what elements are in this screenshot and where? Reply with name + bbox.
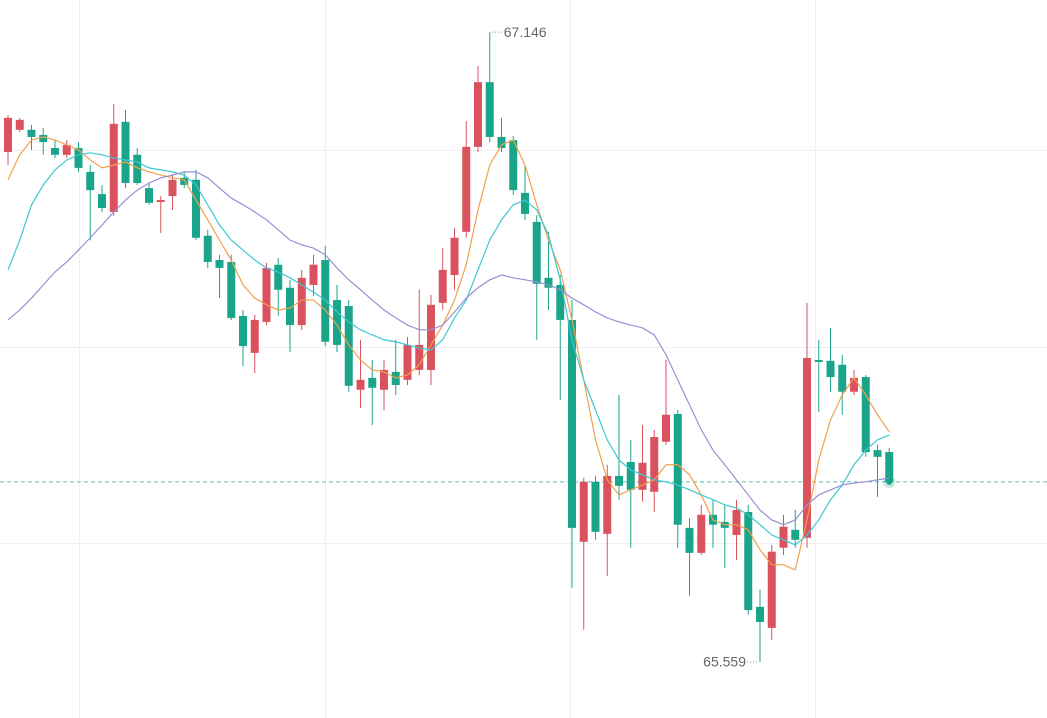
- candle-body: [861, 377, 870, 453]
- candles: [4, 32, 894, 663]
- candle-body: [544, 277, 553, 288]
- last-price-dot: [886, 478, 893, 485]
- candle-body: [156, 200, 165, 203]
- candle-body: [180, 177, 189, 185]
- candle-body: [591, 481, 600, 532]
- candle-body: [756, 606, 764, 622]
- candle-body: [344, 306, 353, 386]
- candle-body: [450, 237, 459, 276]
- candle-body: [133, 154, 142, 183]
- candle-body: [286, 287, 294, 326]
- candle-body: [109, 123, 118, 212]
- candle-body: [51, 148, 59, 155]
- candle-body: [415, 344, 424, 370]
- candle-body: [86, 171, 95, 191]
- candle-body: [697, 514, 706, 553]
- max-label: 67.146: [504, 24, 547, 40]
- candle-body: [603, 475, 612, 534]
- candle-body: [297, 277, 306, 326]
- candle-body: [239, 315, 247, 347]
- ma-line: [7, 136, 890, 571]
- candle-body: [814, 359, 823, 362]
- candle-body: [168, 179, 177, 197]
- candle-body: [356, 379, 365, 390]
- candle-body: [15, 119, 24, 130]
- candle-body: [215, 259, 224, 268]
- candle-body: [509, 140, 518, 191]
- candle-body: [227, 261, 236, 318]
- candle-body: [615, 475, 623, 486]
- candle-body: [39, 134, 48, 143]
- candle-body: [767, 551, 776, 628]
- candle-body: [579, 481, 588, 542]
- candle-body: [626, 461, 635, 490]
- candle-body: [368, 377, 377, 388]
- candle-body: [403, 344, 412, 380]
- candle-body: [427, 304, 435, 370]
- candle-body: [650, 436, 659, 492]
- candle-body: [568, 319, 576, 528]
- candle-body: [838, 364, 847, 392]
- candle-body: [309, 264, 318, 285]
- candle-body: [192, 179, 200, 238]
- candle-body: [638, 462, 647, 490]
- candle-body: [262, 267, 271, 322]
- candle-body: [4, 117, 12, 153]
- candle-body: [74, 148, 83, 168]
- candle-body: [274, 264, 283, 290]
- candle-body: [779, 526, 788, 548]
- candle-body: [662, 414, 670, 442]
- candle-body: [744, 512, 753, 611]
- candle-body: [121, 121, 130, 183]
- candle-body: [803, 358, 811, 538]
- ma-line: [7, 171, 890, 526]
- candle-body: [462, 146, 471, 232]
- candle-body: [732, 510, 741, 536]
- candle-body: [145, 188, 153, 203]
- candle-body: [521, 192, 529, 214]
- candle-body: [532, 221, 541, 284]
- candle-body: [98, 194, 106, 208]
- candle-body: [333, 300, 341, 345]
- candle-body: [873, 450, 882, 457]
- candle-body: [556, 284, 565, 320]
- candle-body: [673, 413, 682, 525]
- candle-body: [685, 527, 694, 553]
- candle-body: [885, 452, 894, 482]
- candle-body: [474, 82, 482, 147]
- candle-body: [203, 235, 212, 262]
- candle-body: [250, 319, 259, 353]
- min-label: 65.559: [703, 654, 746, 670]
- ma-line: [7, 152, 890, 546]
- candle-body: [438, 269, 447, 303]
- candle-body: [791, 529, 800, 540]
- candle-body: [27, 129, 36, 137]
- candle-body: [826, 360, 835, 378]
- candle-body: [485, 82, 494, 137]
- candle-body: [380, 369, 388, 390]
- candle-body: [62, 144, 71, 155]
- candle-body: [497, 136, 506, 149]
- candle-body: [850, 377, 858, 392]
